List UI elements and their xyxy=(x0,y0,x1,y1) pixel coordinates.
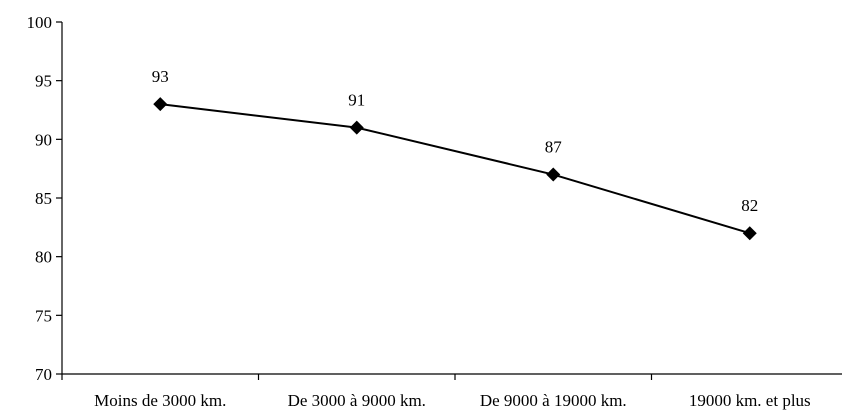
x-category-label: Moins de 3000 km. xyxy=(94,391,226,410)
data-point-marker xyxy=(153,97,168,112)
y-axis: 70 75 80 85 90 95 100 xyxy=(27,13,63,384)
data-label: 91 xyxy=(348,91,365,110)
x-axis: Moins de 3000 km. De 3000 à 9000 km. De 90… xyxy=(61,373,842,410)
y-tick-label: 95 xyxy=(35,72,52,91)
y-tick-label: 70 xyxy=(35,365,52,384)
series-line xyxy=(153,97,757,241)
x-category-label: De 3000 à 9000 km. xyxy=(288,391,426,410)
data-labels: 93 91 87 82 xyxy=(152,67,759,215)
data-label: 87 xyxy=(545,138,563,157)
x-category-label: De 9000 à 19000 km. xyxy=(480,391,627,410)
series-line-path xyxy=(160,103,751,235)
x-category-label: 19000 km. et plus xyxy=(689,391,811,410)
data-point-marker xyxy=(742,226,757,241)
data-point-marker xyxy=(349,120,364,135)
y-tick-label: 80 xyxy=(35,248,52,267)
y-tick-label: 90 xyxy=(35,130,52,149)
data-point-marker xyxy=(546,167,561,182)
data-label: 93 xyxy=(152,67,169,86)
data-label: 82 xyxy=(741,196,758,215)
y-tick-label: 100 xyxy=(27,13,53,32)
y-tick-label: 75 xyxy=(35,306,52,325)
y-tick-label: 85 xyxy=(35,189,52,208)
